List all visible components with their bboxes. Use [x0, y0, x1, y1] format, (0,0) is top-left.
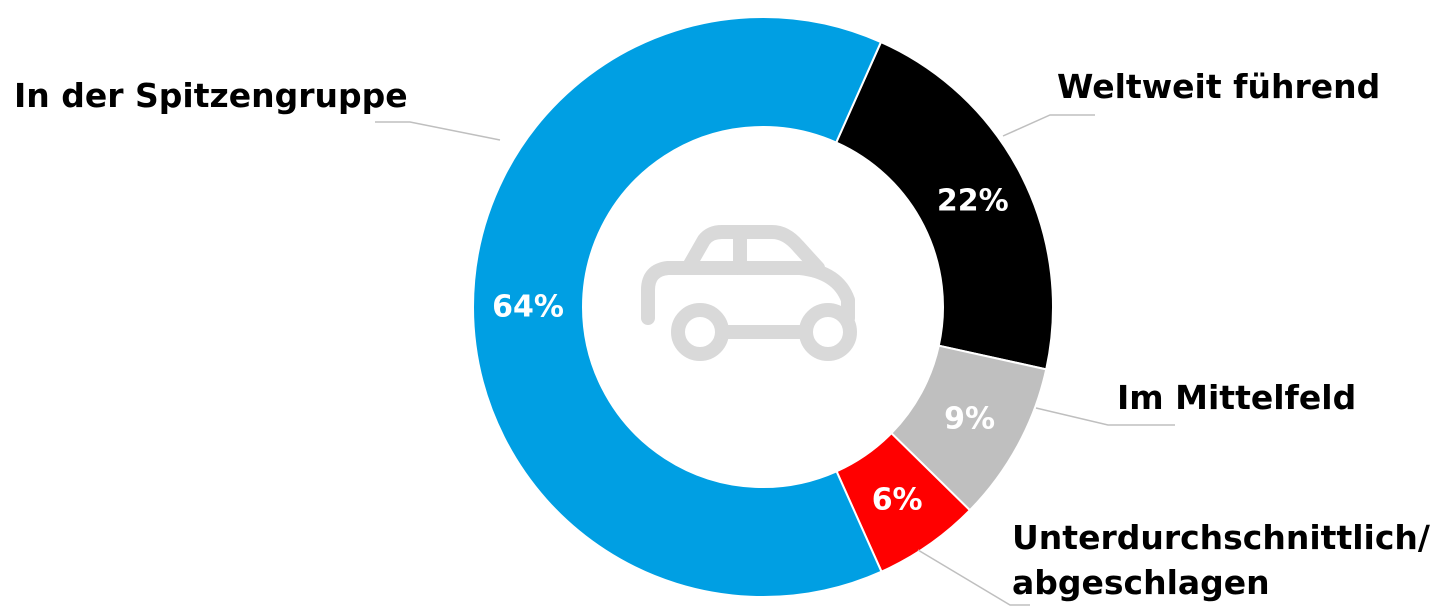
leader-line-spitzengruppe	[375, 121, 501, 141]
value-labels: 22% 9% 6% 64%	[492, 184, 1009, 518]
car-icon	[641, 225, 857, 361]
value-label-2: 9%	[944, 401, 995, 436]
category-label-mittelfeld: Im Mittelfeld	[1117, 378, 1356, 417]
category-label-unterdurch-line2: abgeschlagen	[1012, 563, 1270, 602]
leader-line-mittelfeld	[1035, 407, 1175, 426]
category-label-unterdurch-line1: Unterdurchschnittlich/	[1012, 518, 1431, 557]
value-label-1: 22%	[937, 184, 1009, 219]
category-label-spitzengruppe: In der Spitzengruppe	[14, 76, 408, 115]
donut-slice-1	[834, 40, 1054, 371]
value-label-3: 6%	[872, 482, 923, 517]
donut-slice-4	[472, 16, 883, 598]
value-label-4: 64%	[492, 290, 564, 325]
category-label-weltweit: Weltweit führend	[1057, 67, 1380, 106]
leader-lines	[375, 114, 1175, 606]
donut-slices	[472, 16, 1054, 598]
leader-line-unterdurch	[917, 549, 1030, 606]
category-labels: In der Spitzengruppe Weltweit führend Im…	[14, 67, 1431, 602]
leader-line-weltweit	[1002, 114, 1095, 137]
